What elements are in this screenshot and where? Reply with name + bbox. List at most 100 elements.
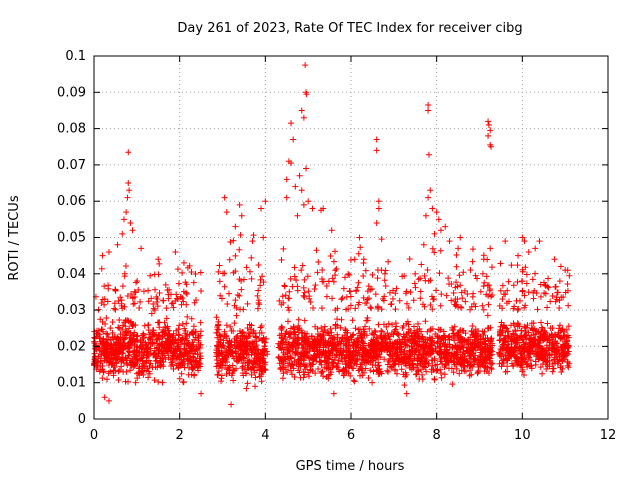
data-point	[112, 287, 119, 294]
data-point	[566, 272, 573, 279]
data-point	[121, 270, 128, 277]
data-point	[279, 375, 286, 382]
data-point	[214, 360, 221, 367]
data-point	[117, 294, 124, 301]
data-point	[179, 321, 186, 328]
data-point	[165, 343, 172, 350]
data-point	[357, 326, 364, 333]
data-point	[174, 343, 181, 350]
data-point	[119, 305, 126, 312]
data-point	[305, 198, 312, 205]
data-point	[351, 256, 358, 263]
data-point	[195, 367, 202, 374]
data-point	[565, 364, 572, 371]
x-tick-label: 6	[347, 428, 355, 443]
data-point	[374, 267, 381, 274]
data-point	[149, 333, 156, 340]
data-point	[98, 338, 105, 345]
data-point	[132, 354, 139, 361]
data-point	[177, 341, 184, 348]
data-point	[373, 136, 380, 143]
data-point	[396, 297, 403, 304]
data-point	[250, 364, 257, 371]
data-point	[101, 283, 108, 290]
data-point	[125, 318, 132, 325]
data-point	[420, 241, 427, 248]
data-point	[112, 306, 119, 313]
data-point	[369, 379, 376, 386]
data-point	[102, 321, 109, 328]
data-point	[551, 256, 558, 263]
data-point	[431, 249, 438, 256]
data-point	[418, 354, 425, 361]
data-point	[173, 291, 180, 298]
x-tick-labels: 0 2 4 6 8 10 12	[90, 428, 616, 443]
data-point	[487, 245, 494, 252]
data-point	[215, 367, 222, 374]
data-point	[239, 346, 246, 353]
data-point	[564, 281, 571, 288]
data-point	[303, 165, 310, 172]
data-point	[410, 297, 417, 304]
data-point	[246, 268, 253, 275]
data-point	[160, 297, 167, 304]
data-point	[218, 364, 225, 371]
data-point	[472, 303, 479, 310]
data-point	[181, 351, 188, 358]
data-point	[99, 252, 106, 259]
data-point	[158, 359, 165, 366]
data-point	[227, 349, 234, 356]
data-point	[181, 364, 188, 371]
data-point	[184, 291, 191, 298]
data-point	[126, 334, 133, 341]
data-point	[223, 209, 230, 216]
data-point	[366, 325, 373, 332]
data-point	[289, 283, 296, 290]
data-point	[387, 289, 394, 296]
data-point	[118, 297, 125, 304]
data-point	[339, 295, 346, 302]
data-point	[392, 306, 399, 313]
data-point	[283, 194, 290, 201]
data-point	[145, 327, 152, 334]
x-tick-label: 0	[90, 428, 98, 443]
data-point	[459, 295, 466, 302]
data-point	[438, 374, 445, 381]
data-point	[213, 314, 220, 321]
data-point	[485, 118, 492, 125]
data-point	[136, 305, 143, 312]
data-point	[437, 247, 444, 254]
data-point	[102, 351, 109, 358]
data-point	[323, 293, 330, 300]
data-point	[251, 338, 258, 345]
data-point	[121, 339, 128, 346]
data-point	[479, 270, 486, 277]
data-point	[298, 330, 305, 337]
data-point	[148, 310, 155, 317]
y-tick-label: 0.03	[57, 303, 86, 318]
data-point	[155, 342, 162, 349]
data-point	[101, 394, 108, 401]
data-point	[286, 334, 293, 341]
data-point	[150, 300, 157, 307]
y-tick-label: 0.07	[57, 158, 86, 173]
data-point	[156, 324, 163, 331]
data-point	[164, 287, 171, 294]
data-point	[244, 300, 251, 307]
data-point	[238, 347, 245, 354]
data-point	[417, 275, 424, 282]
data-point	[120, 216, 127, 223]
data-point	[244, 380, 251, 387]
data-point	[153, 331, 160, 338]
data-point	[375, 321, 382, 328]
data-point	[252, 383, 259, 390]
data-point	[532, 245, 539, 252]
data-point	[301, 289, 308, 296]
data-point	[242, 342, 249, 349]
data-point	[156, 260, 163, 267]
data-point	[369, 271, 376, 278]
y-tick-label: 0.09	[57, 85, 86, 100]
data-point	[543, 366, 550, 373]
data-point	[445, 275, 452, 282]
y-tick-label: 0.08	[57, 122, 86, 137]
